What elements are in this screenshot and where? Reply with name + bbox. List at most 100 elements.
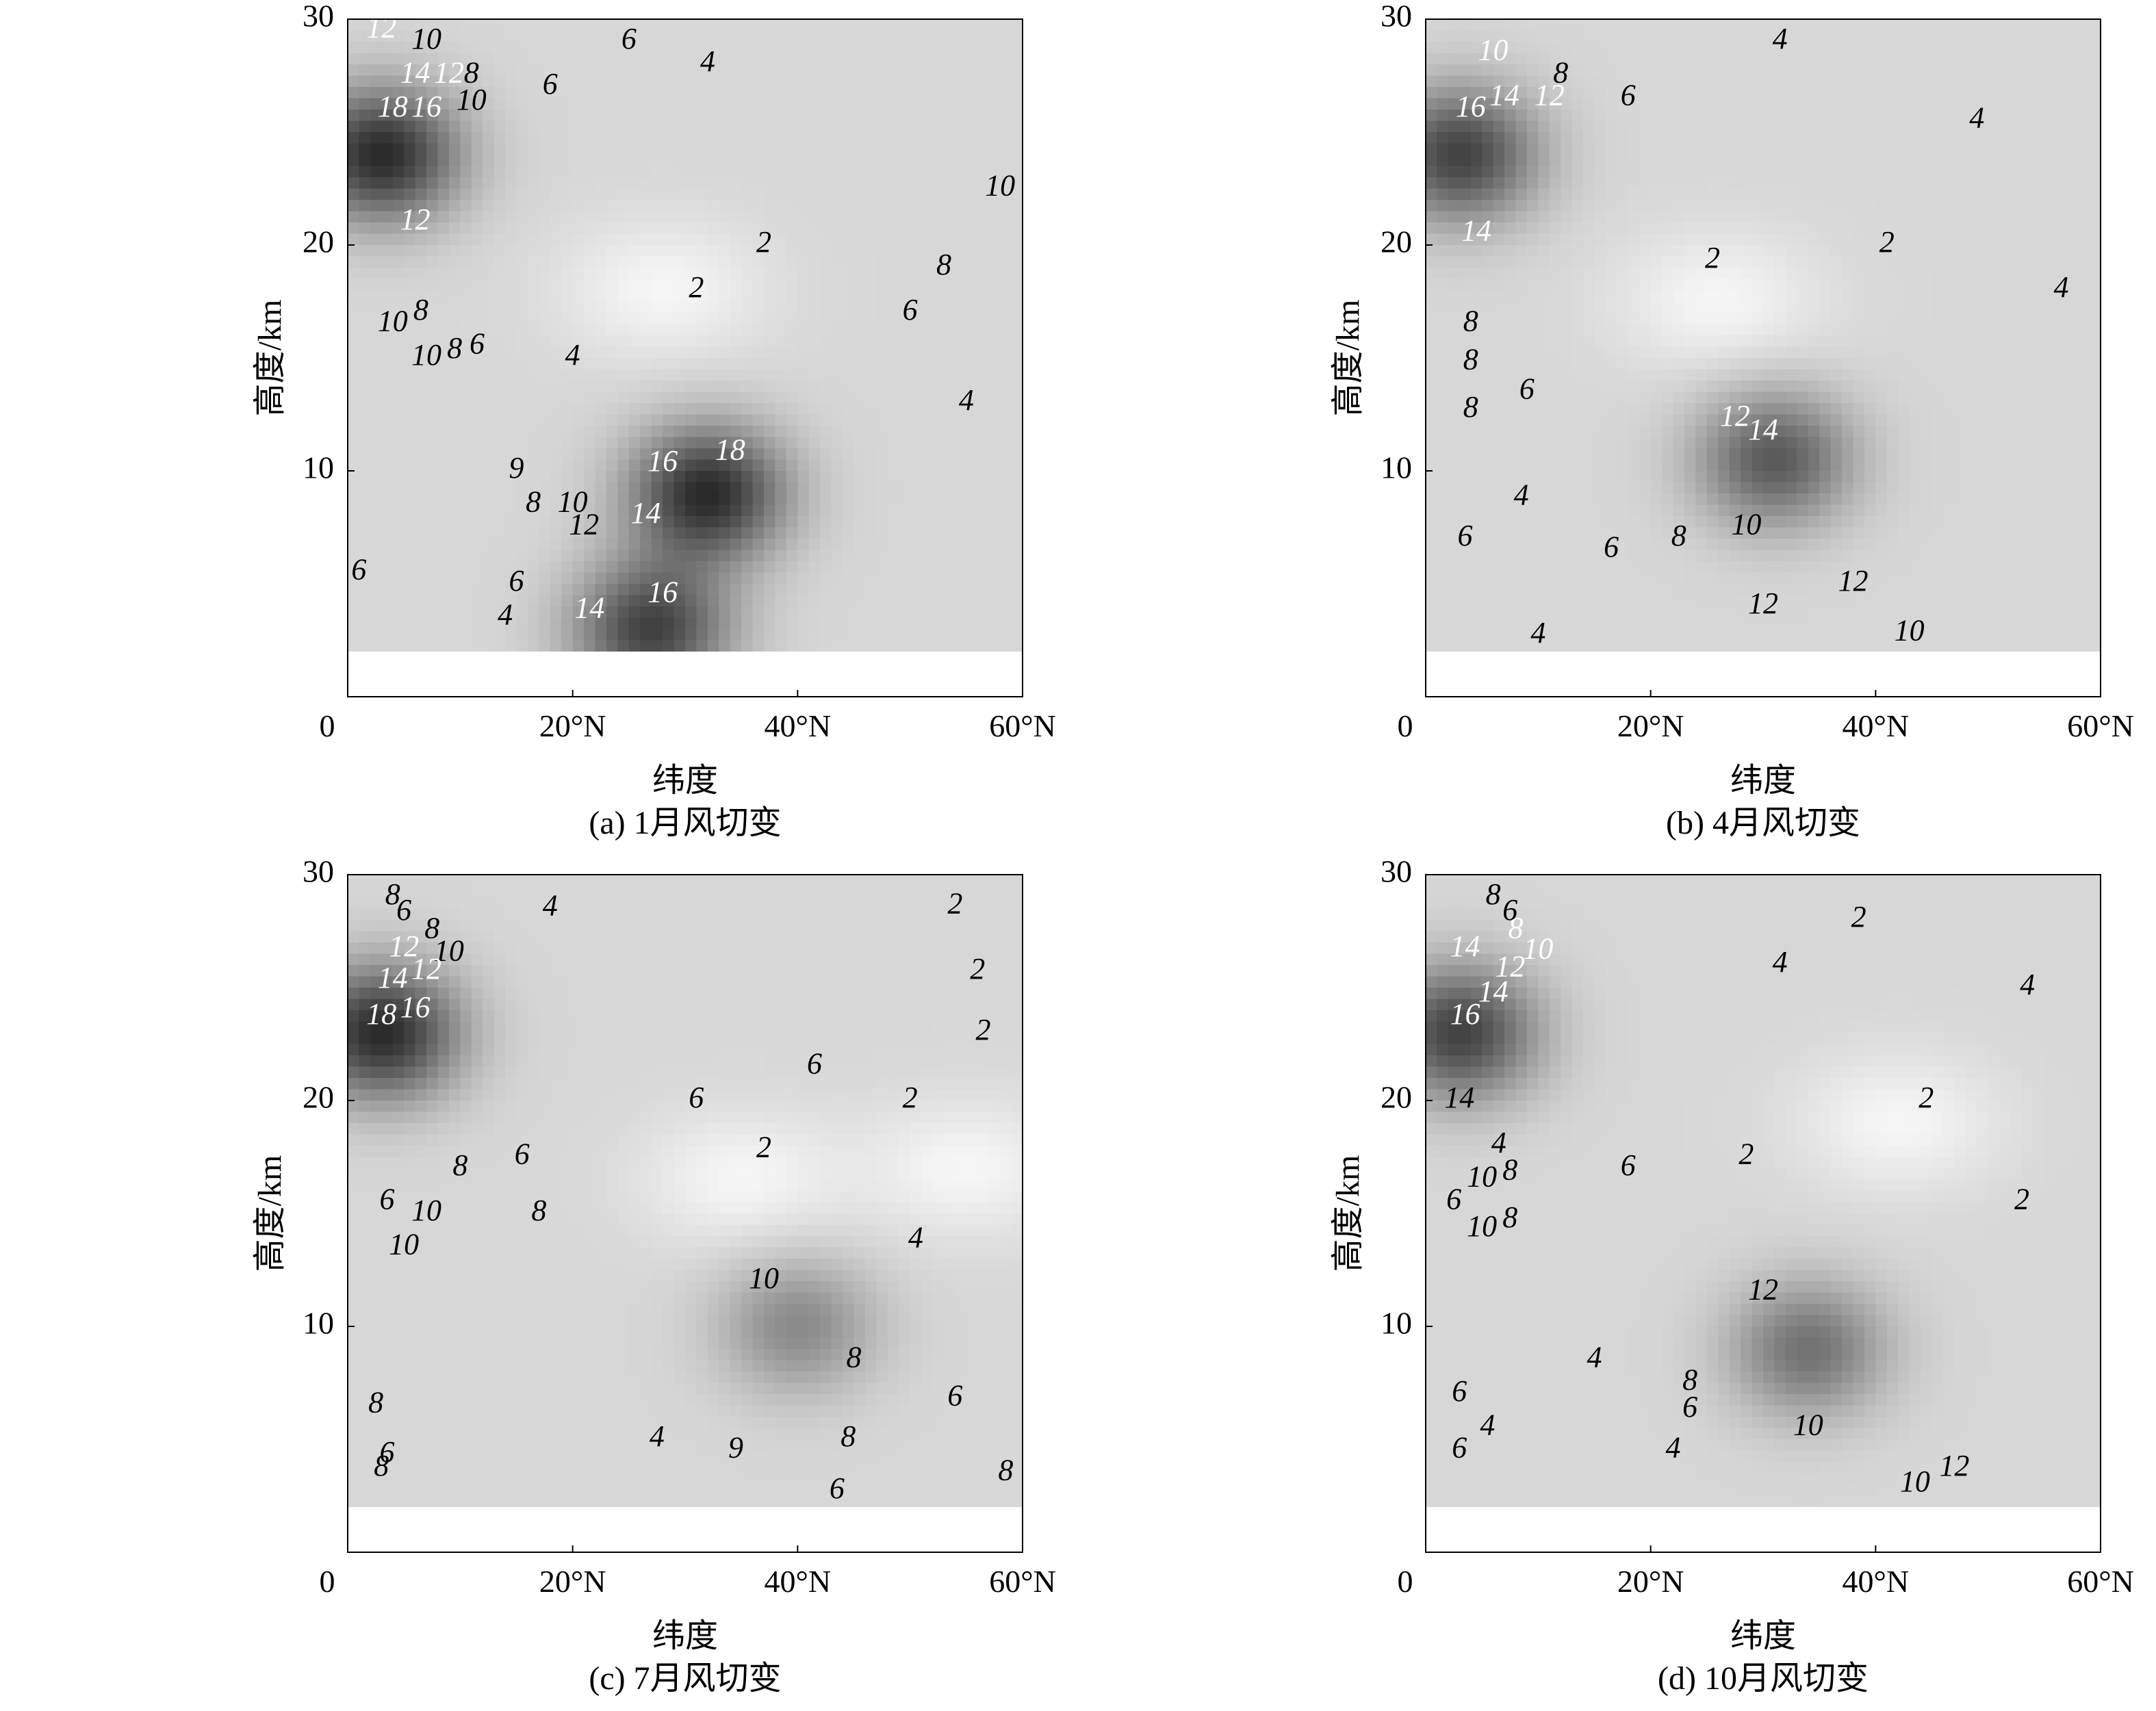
contour-cell — [584, 42, 596, 54]
contour-cell — [1549, 358, 1561, 370]
contour-cell — [460, 279, 472, 291]
contour-cell — [1605, 493, 1617, 506]
contour-cell — [1504, 358, 1517, 370]
contour-cell — [381, 584, 394, 596]
contour-cell — [651, 403, 663, 415]
contour-cell — [1448, 155, 1460, 167]
contour-cell — [471, 143, 483, 155]
contour-cell — [1504, 640, 1517, 652]
contour-cell — [1504, 482, 1517, 494]
contour-label: 6 — [903, 293, 918, 326]
contour-cell — [808, 504, 821, 517]
contour-cell — [966, 482, 978, 494]
contour-cell — [1617, 98, 1629, 110]
contour-cell — [483, 369, 495, 381]
contour-cell — [685, 313, 697, 325]
contour-cell — [921, 437, 934, 449]
contour-cell — [786, 391, 798, 404]
contour-cell — [651, 290, 663, 303]
contour-cell — [1594, 448, 1606, 461]
contour-cell — [404, 256, 416, 268]
contour-cell — [516, 200, 528, 212]
contour-cell — [1459, 166, 1472, 178]
contour-cell — [663, 403, 675, 415]
contour-cell — [808, 143, 821, 155]
contour-cell — [910, 110, 922, 122]
contour-cell — [437, 516, 450, 528]
contour-cell — [505, 606, 517, 619]
contour-cell — [1493, 301, 1505, 313]
contour-cell — [910, 143, 922, 155]
contour-cell — [651, 437, 663, 449]
contour-cell — [932, 143, 945, 155]
contour-cell — [561, 120, 574, 133]
contour-cell — [719, 561, 731, 574]
contour-cell — [663, 459, 675, 472]
contour-cell — [1617, 233, 1629, 246]
contour-cell — [1583, 279, 1595, 291]
contour-cell — [719, 188, 731, 201]
contour-cell — [854, 550, 866, 562]
contour-cell — [1448, 629, 1460, 641]
contour-cell — [539, 640, 551, 652]
contour-cell — [539, 233, 551, 246]
contour-cell — [876, 120, 888, 133]
contour-cell — [1628, 143, 1640, 155]
contour-cell — [1426, 561, 1438, 574]
contour-cell — [370, 561, 382, 574]
contour-cell — [550, 324, 562, 336]
contour-cell — [719, 42, 731, 54]
contour-cell — [404, 617, 416, 630]
contour-cell — [1493, 143, 1505, 155]
contour-cell — [775, 369, 787, 381]
contour-cell — [595, 471, 607, 483]
contour-cell — [741, 459, 754, 472]
contour-cell — [1538, 482, 1550, 494]
contour-cell — [550, 482, 562, 494]
contour-cell — [584, 550, 596, 562]
contour-cell — [584, 268, 596, 280]
contour-cell — [775, 426, 787, 438]
contour-cell — [1470, 471, 1483, 483]
contour-cell — [1628, 471, 1640, 483]
contour-cell — [843, 527, 855, 539]
contour-cell — [539, 629, 551, 641]
contour-cell — [843, 346, 855, 359]
contour-cell — [359, 30, 371, 42]
contour-cell — [1628, 550, 1640, 562]
contour-cell — [1561, 143, 1573, 155]
contour-cell — [786, 155, 798, 167]
contour-cell — [1000, 211, 1012, 223]
contour-cell — [910, 346, 922, 359]
contour-cell — [640, 200, 652, 212]
contour-cell — [359, 335, 371, 348]
contour-cell — [786, 414, 798, 426]
contour-cell — [843, 211, 855, 223]
contour-cell — [1011, 155, 1023, 167]
contour-cell — [831, 391, 843, 404]
contour-cell — [640, 381, 652, 393]
contour-cell — [640, 98, 652, 110]
contour-cell — [887, 324, 899, 336]
contour-cell — [1594, 155, 1606, 167]
contour-cell — [415, 381, 427, 393]
contour-cell — [404, 313, 416, 325]
contour-cell — [1493, 572, 1505, 584]
contour-cell — [966, 301, 978, 313]
contour-cell — [1628, 595, 1640, 607]
contour-cell — [820, 403, 832, 415]
contour-cell — [483, 437, 495, 449]
contour-cell — [696, 87, 708, 99]
contour-cell — [808, 426, 821, 438]
contour-cell — [651, 110, 663, 122]
contour-cell — [786, 584, 798, 596]
contour-cell — [516, 391, 528, 404]
contour-cell — [561, 132, 574, 144]
contour-cell — [1673, 200, 1685, 212]
contour-cell — [1437, 629, 1449, 641]
contour-cell — [899, 335, 911, 348]
contour-cell — [1628, 166, 1640, 178]
contour-cell — [786, 606, 798, 619]
contour-cell — [899, 584, 911, 596]
contour-cell — [606, 188, 618, 201]
